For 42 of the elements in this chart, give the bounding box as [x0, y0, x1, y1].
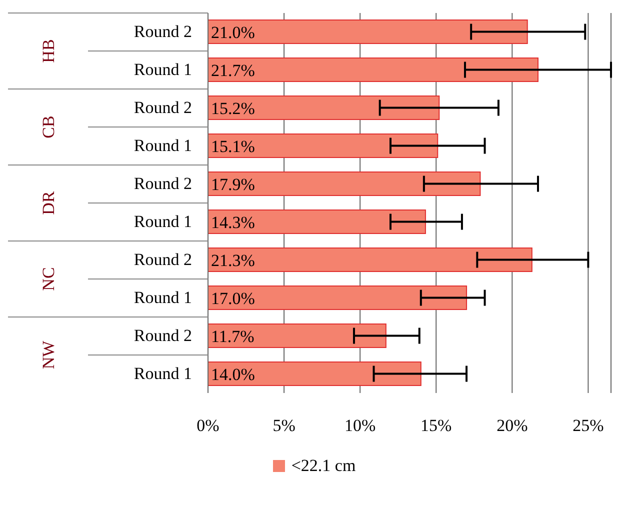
data-label: 15.2%	[211, 98, 255, 118]
data-label: 21.7%	[211, 60, 255, 80]
data-label: 14.3%	[211, 212, 255, 232]
y-tick-label: Round 1	[134, 60, 192, 79]
data-label: 21.3%	[211, 250, 255, 270]
x-tick-label: 25%	[572, 416, 604, 436]
bar	[208, 20, 528, 44]
legend-label: <22.1 cm	[290, 456, 356, 476]
x-tick-label: 5%	[272, 416, 296, 436]
text: HB	[39, 39, 58, 63]
bar	[208, 362, 422, 386]
y-tick-label: Round 1	[134, 364, 192, 383]
text: CB	[39, 116, 58, 138]
data-label: 21.0%	[211, 22, 255, 42]
data-label: 11.7%	[211, 326, 254, 346]
y-tick-label: Round 2	[134, 22, 192, 41]
y-tick-label: Round 2	[134, 174, 192, 193]
x-tick-label: 10%	[344, 416, 376, 436]
y-tick-label: Round 1	[134, 136, 192, 155]
x-tick-label: 15%	[420, 416, 452, 436]
bar	[208, 324, 386, 348]
x-tick-label: 0%	[196, 416, 220, 436]
y-tick-label: Round 1	[134, 288, 192, 307]
bar	[208, 248, 532, 272]
y-tick-label: Round 2	[134, 326, 192, 345]
y-tick-label: Round 1	[134, 212, 192, 231]
bar	[208, 58, 539, 82]
text: DR	[39, 190, 58, 215]
x-tick-label: 20%	[496, 416, 528, 436]
bar	[208, 134, 438, 158]
data-label: 17.0%	[211, 288, 255, 308]
data-label: 17.9%	[211, 174, 255, 194]
bar	[208, 172, 481, 196]
data-label: 14.0%	[211, 364, 255, 384]
bar	[208, 210, 426, 234]
text: NW	[39, 340, 58, 370]
bar	[208, 286, 468, 310]
bar	[208, 96, 440, 120]
data-label: 15.1%	[211, 136, 255, 156]
y-tick-label: Round 2	[134, 250, 192, 269]
y-tick-label: Round 2	[134, 98, 192, 117]
text: NC	[39, 267, 58, 291]
